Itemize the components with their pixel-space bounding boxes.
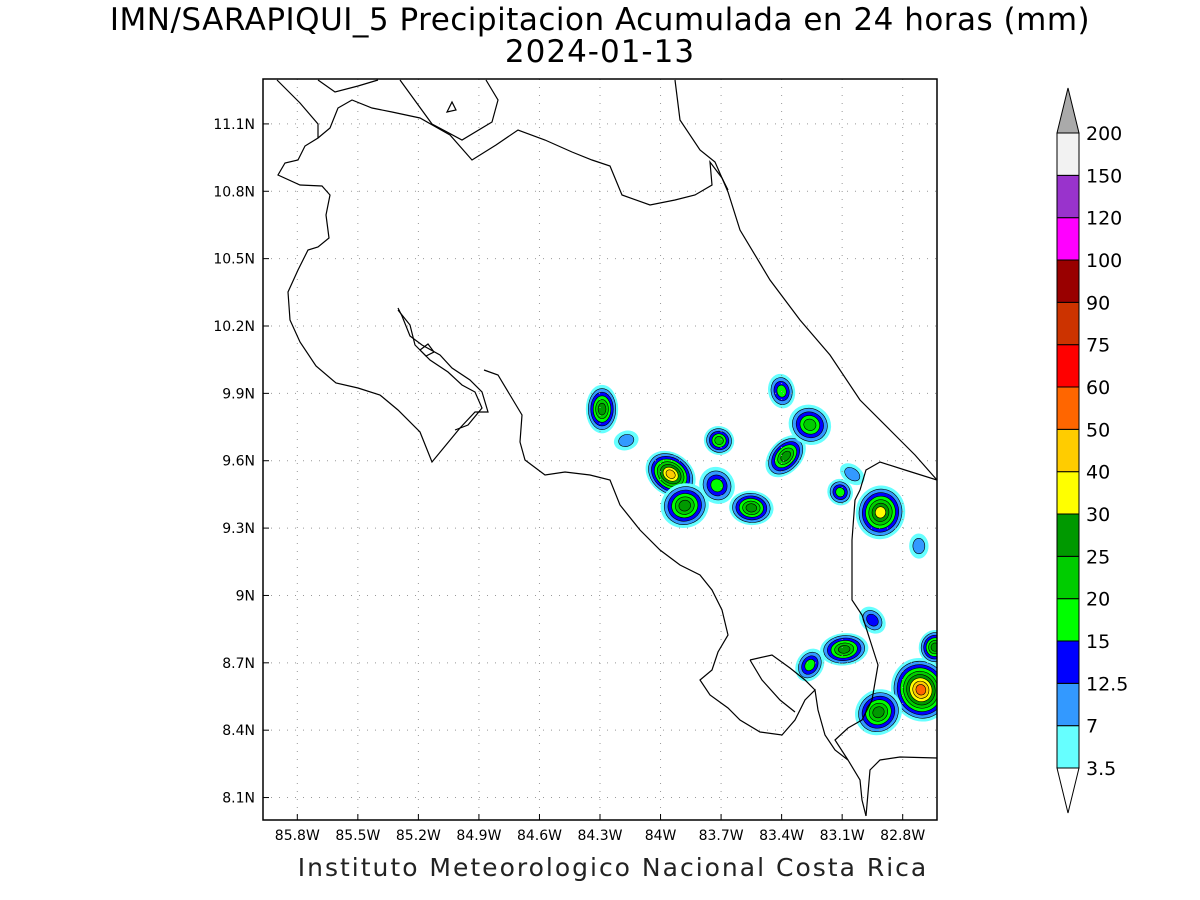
caribbean-coast xyxy=(674,79,937,481)
rain-cell xyxy=(788,404,832,445)
map-title: IMN/SARAPIQUI_5 Precipitacion Acumulada … xyxy=(109,2,1091,38)
colorbar-legend: 3.5 7 12.5 15 20 25 30 40 50 60 75 90 100 120 150 200 xyxy=(1056,87,1128,814)
rain-cell xyxy=(859,606,886,634)
lat-tick-label: 9.9N xyxy=(222,386,255,402)
colorbar-label: 3.5 xyxy=(1086,758,1116,780)
rain-cell xyxy=(613,430,639,451)
colorbar-label: 7 xyxy=(1086,716,1098,738)
colorbar-label: 50 xyxy=(1086,419,1110,441)
colorbar-label: 40 xyxy=(1086,462,1110,484)
lat-tick-label: 10.2N xyxy=(213,319,255,335)
lon-tick-label: 84W xyxy=(645,828,677,844)
rain-cell xyxy=(795,648,825,682)
lon-tick-label: 83.7W xyxy=(699,828,744,844)
lon-tick-label: 85.8W xyxy=(275,828,320,844)
panama-border xyxy=(834,461,937,761)
pacific-coast-central xyxy=(483,369,867,817)
colorbar-swatch xyxy=(1056,640,1080,684)
nicaragua-pacific-coast xyxy=(276,79,489,464)
lon-tick-label: 82.8W xyxy=(880,828,925,844)
lat-tick-label: 11.1N xyxy=(213,117,255,133)
lat-tick-label: 9N xyxy=(236,588,255,604)
colorbar-label: 200 xyxy=(1086,123,1122,145)
rain-cell xyxy=(703,425,735,456)
lon-tick-label: 83.4W xyxy=(759,828,804,844)
lake-nicaragua-shore xyxy=(317,79,499,141)
nicaragua-border xyxy=(317,99,729,206)
panama-coast xyxy=(865,756,937,817)
rain-cell xyxy=(909,533,929,559)
rain-cell xyxy=(765,435,806,478)
graticule xyxy=(263,79,937,820)
colorbar-swatch xyxy=(1056,471,1080,515)
colorbar-swatch xyxy=(1056,132,1080,176)
lat-tick-label: 10.8N xyxy=(213,184,255,200)
coastlines xyxy=(276,79,937,817)
colorbar-swatch xyxy=(1056,598,1080,642)
colorbar-label: 75 xyxy=(1086,335,1110,357)
longitude-axis: 85.8W 85.5W 85.2W 84.9W 84.6W 84.3W 84W 83.7W 83… xyxy=(275,814,925,844)
rain-cell xyxy=(827,478,853,506)
colorbar-label: 120 xyxy=(1086,208,1122,230)
rain-cell xyxy=(699,466,735,504)
colorbar-swatch xyxy=(1056,428,1080,473)
colorbar-swatch xyxy=(1056,513,1080,557)
rain-cell xyxy=(585,384,619,434)
colorbar-swatch xyxy=(1056,386,1080,430)
colorbar-swatch xyxy=(1056,301,1080,346)
colorbar-swatch xyxy=(1056,217,1080,261)
colorbar-bottom-arrow xyxy=(1056,767,1080,814)
colorbar-swatch xyxy=(1056,725,1080,769)
colorbar-label: 12.5 xyxy=(1086,673,1128,695)
rain-cell xyxy=(918,629,937,665)
colorbar-label: 150 xyxy=(1086,165,1122,187)
colorbar-label: 90 xyxy=(1086,292,1110,314)
lat-tick-label: 10.5N xyxy=(213,252,255,268)
rain-cell xyxy=(729,490,774,526)
rain-cell xyxy=(855,485,906,540)
gulf-of-nicoya-inner xyxy=(397,309,483,431)
lon-tick-label: 85.2W xyxy=(396,828,441,844)
lat-tick-label: 8.7N xyxy=(222,656,255,672)
map-frame xyxy=(262,78,938,821)
lat-tick-label: 9.3N xyxy=(222,521,255,537)
colorbar-swatch xyxy=(1056,259,1080,303)
colorbar-swatch xyxy=(1056,344,1080,388)
rain-cell xyxy=(839,463,865,486)
lat-tick-label: 8.4N xyxy=(222,723,255,739)
colorbar-top-arrow xyxy=(1056,87,1080,134)
latitude-axis: 11.1N 10.8N 10.5N 10.2N 9.9N 9.6N 9.3N 9N 8.7N 8.… xyxy=(213,117,269,807)
colorbar-label: 15 xyxy=(1086,631,1110,653)
lat-tick-label: 8.1N xyxy=(222,791,255,807)
osa-peninsula xyxy=(749,654,816,713)
lon-tick-label: 84.9W xyxy=(456,828,501,844)
nicoya-island xyxy=(419,343,435,357)
colorbar-label: 25 xyxy=(1086,546,1110,568)
colorbar-label: 60 xyxy=(1086,377,1110,399)
lon-tick-label: 84.3W xyxy=(577,828,622,844)
colorbar-swatch xyxy=(1056,174,1080,219)
colorbar-swatch xyxy=(1056,555,1080,600)
lon-tick-label: 83.1W xyxy=(820,828,865,844)
rain-cell xyxy=(820,633,869,666)
lon-tick-label: 84.6W xyxy=(517,828,562,844)
colorbar-label: 30 xyxy=(1086,504,1110,526)
lon-tick-label: 85.5W xyxy=(335,828,380,844)
colorbar-label: 20 xyxy=(1086,589,1110,611)
lake-island xyxy=(445,100,457,113)
map-date: 2024-01-13 xyxy=(504,34,696,70)
footer-credit: Instituto Meteorologico Nacional Costa R… xyxy=(297,853,929,882)
precipitation-layer xyxy=(585,373,937,736)
rain-cell xyxy=(890,657,937,722)
colorbar-label: 100 xyxy=(1086,250,1122,272)
colorbar-swatch xyxy=(1056,682,1080,727)
rain-cell xyxy=(660,483,709,529)
lat-tick-label: 9.6N xyxy=(222,454,255,470)
